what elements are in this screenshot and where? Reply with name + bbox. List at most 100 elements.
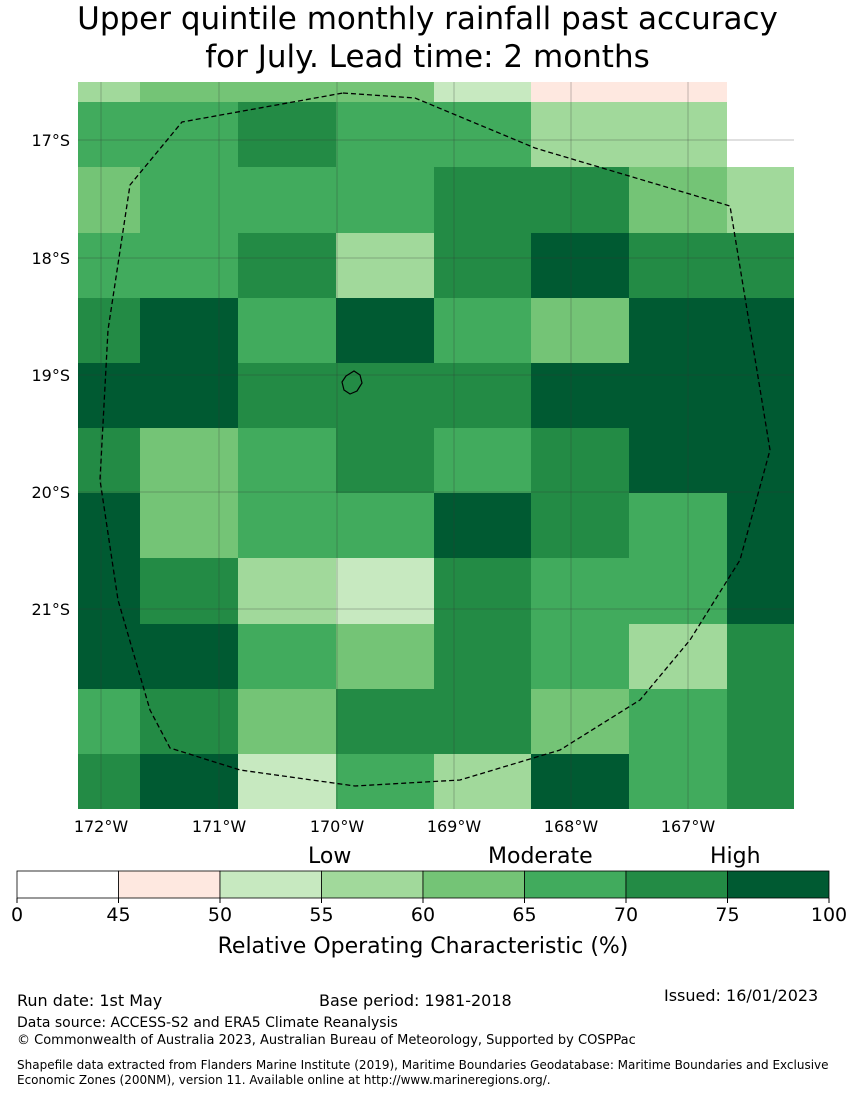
legend-moderate-label: Moderate [488, 844, 593, 869]
latitude-tick-label: 17°S [31, 131, 70, 150]
grid-cell [531, 363, 629, 428]
grid-cell [238, 754, 336, 809]
grid-cell [336, 167, 434, 233]
longitude-tick-label: 172°W [74, 817, 129, 836]
grid-cell [629, 167, 727, 233]
grid-cell [336, 233, 434, 298]
longitude-tick-label: 168°W [544, 817, 599, 836]
grid-cell [531, 233, 629, 298]
latitude-tick-label: 18°S [31, 249, 70, 268]
grid-cell [629, 428, 727, 493]
title-line-1: Upper quintile monthly rainfall past acc… [77, 1, 778, 37]
grid-cell [629, 558, 727, 624]
colorbar-segment [219, 870, 322, 899]
grid-cell [78, 363, 140, 428]
grid-cell [238, 428, 336, 493]
grid-cell [336, 754, 434, 809]
grid-cell [78, 82, 140, 102]
colorbar-segment [321, 870, 424, 899]
grid-cell [629, 82, 727, 102]
grid-cell [238, 558, 336, 624]
grid-cell [531, 298, 629, 363]
grid-cell [336, 428, 434, 493]
colorbar-segment [118, 870, 221, 899]
colorbar: 0 45 50 55 60 65 70 75 100 Relative Operating Cha… [11, 870, 847, 959]
grid-cell [140, 82, 238, 102]
grid-cell [78, 493, 140, 558]
grid-cell [140, 298, 238, 363]
grid-cell [434, 233, 531, 298]
grid-cell [531, 493, 629, 558]
grid-cell [238, 363, 336, 428]
grid-cell [727, 493, 794, 558]
legend-low-label: Low [308, 844, 352, 869]
colorbar-segment [625, 870, 728, 899]
grid-cell [140, 624, 238, 689]
latitude-tick-label: 21°S [31, 600, 70, 619]
longitude-tick-labels: 172°W 171°W 170°W 169°W 168°W 167°W [74, 817, 716, 836]
grid-cell [434, 363, 531, 428]
grid-cell [434, 82, 531, 102]
grid-cell [727, 558, 794, 624]
colorbar-tick-label: 0 [11, 904, 23, 926]
shapefile-credit: Shapefile data extracted from Flanders M… [17, 1058, 829, 1087]
grid-cell [140, 167, 238, 233]
graticule [78, 82, 794, 809]
grid-cell [727, 624, 794, 689]
longitude-tick-label: 170°W [310, 817, 365, 836]
grid-cell [238, 102, 336, 167]
grid-cell [238, 82, 336, 102]
grid-cell [629, 624, 727, 689]
copyright: © Commonwealth of Australia 2023, Austra… [17, 1033, 636, 1048]
legend-high-label: High [710, 844, 761, 869]
grid-cell [531, 167, 629, 233]
grid-cell [531, 624, 629, 689]
grid-cell [629, 493, 727, 558]
grid-cell [727, 233, 794, 298]
grid-cell [140, 428, 238, 493]
latitude-tick-labels: 17°S 18°S 19°S 20°S 21°S [31, 131, 70, 619]
grid-cell [434, 102, 531, 167]
colorbar-tick-label: 45 [106, 904, 130, 926]
grid-cell [238, 624, 336, 689]
grid-cell [434, 167, 531, 233]
colorbar-tick-label: 65 [512, 904, 536, 926]
colorbar-tick-label: 60 [411, 904, 435, 926]
grid-cell [531, 82, 629, 102]
grid-cell [238, 493, 336, 558]
grid-cell [434, 428, 531, 493]
eez-boundary [99, 92, 771, 787]
grid-cell [78, 233, 140, 298]
grid-cell [727, 167, 794, 233]
grid-cell [140, 102, 238, 167]
grid-cell [140, 233, 238, 298]
grid-cell [336, 363, 434, 428]
colorbar-tick-label: 100 [811, 904, 847, 926]
latitude-tick-label: 19°S [31, 366, 70, 385]
colorbar-tick-label: 70 [614, 904, 638, 926]
grid-cell [140, 363, 238, 428]
grid-cell [434, 298, 531, 363]
grid-cell [629, 754, 727, 809]
grid-cell [238, 689, 336, 754]
grid-cell [78, 624, 140, 689]
grid-cell [531, 754, 629, 809]
grid-cell [531, 689, 629, 754]
issued-date: Issued: 16/01/2023 [664, 986, 819, 1005]
grid-cell [78, 428, 140, 493]
grid-cell [434, 493, 531, 558]
grid-cell [78, 689, 140, 754]
grid-cell [727, 428, 794, 493]
grid-cell [434, 689, 531, 754]
grid-cell [78, 298, 140, 363]
colorbar-tick-label: 50 [208, 904, 232, 926]
colorbar-segment [422, 870, 525, 899]
colorbar-segment [524, 870, 627, 899]
grid-cell [727, 363, 794, 428]
grid-cell [434, 624, 531, 689]
grid-cell [434, 558, 531, 624]
grid-cell [727, 298, 794, 363]
run-date: Run date: 1st May [17, 991, 163, 1010]
grid-cell [140, 754, 238, 809]
